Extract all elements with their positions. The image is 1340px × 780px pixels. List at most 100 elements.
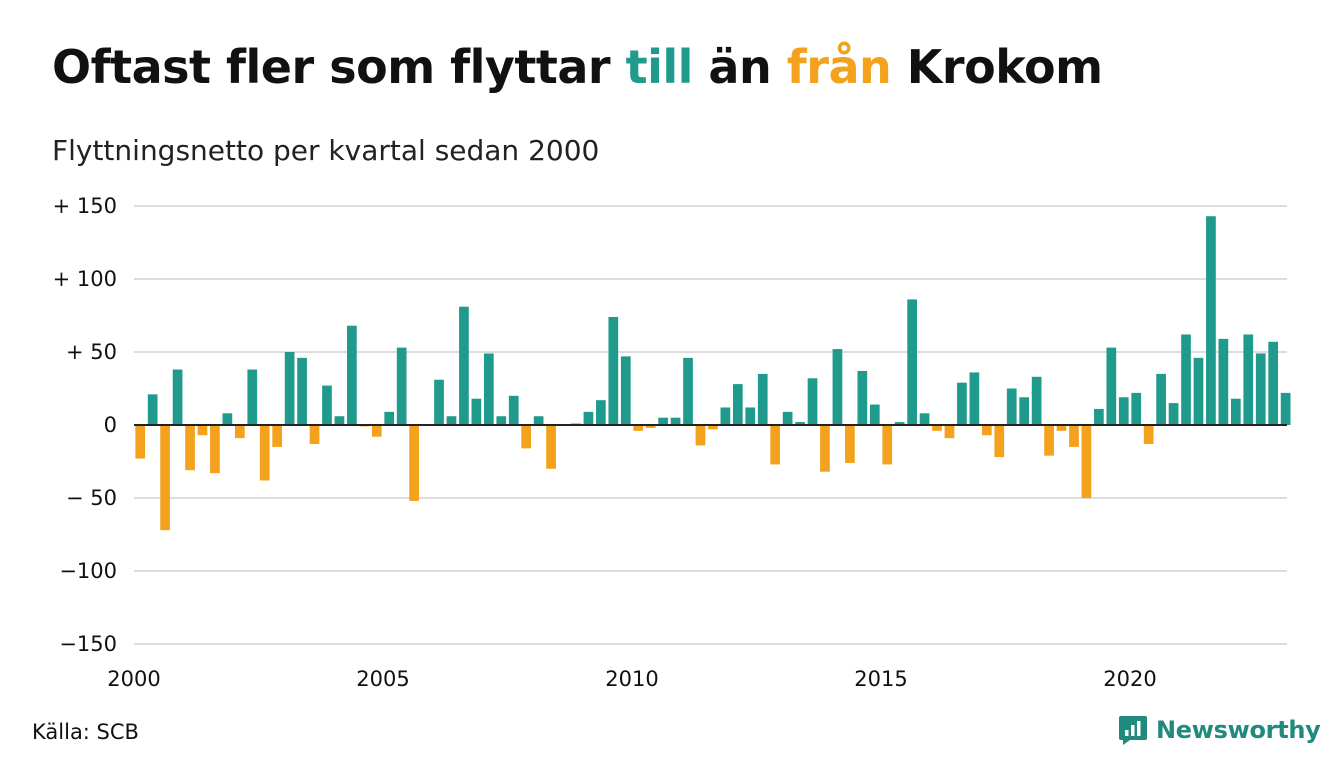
x-tick-label: 2015: [854, 667, 907, 691]
chart-title: Oftast fler som flyttar till än från Kro…: [52, 40, 1103, 94]
bar: [720, 407, 731, 425]
bar: [322, 385, 332, 425]
bar: [832, 349, 843, 425]
bar: [732, 384, 743, 425]
bar: [596, 400, 606, 425]
bar: [907, 299, 917, 425]
bar: [496, 416, 507, 425]
x-tick-label: 2005: [356, 667, 409, 691]
bar: [1230, 398, 1241, 425]
bar: [1218, 338, 1229, 425]
bar: [919, 413, 930, 425]
bar: [658, 417, 668, 425]
x-tick-label: 2010: [605, 667, 658, 691]
title-part-3: Krokom: [891, 40, 1103, 94]
bar: [708, 425, 718, 430]
bar: [894, 422, 905, 425]
bar: [272, 425, 283, 447]
bar: [807, 378, 818, 425]
bar: [409, 425, 419, 501]
x-tick-label: 2000: [107, 667, 160, 691]
bar: [1243, 334, 1254, 425]
bar: [1056, 425, 1067, 431]
bar: [172, 369, 183, 425]
bar: [1118, 397, 1129, 425]
y-tick-label: + 150: [53, 194, 117, 218]
bar: [1280, 392, 1291, 425]
bar: [284, 352, 295, 425]
bar: [1156, 373, 1166, 425]
bar: [334, 416, 345, 425]
bar: [1094, 408, 1104, 425]
bar: [645, 425, 656, 428]
bar: [1255, 353, 1266, 425]
y-tick-label: −150: [59, 632, 117, 656]
bar: [135, 425, 146, 459]
bar: [384, 411, 395, 425]
title-part-1: Oftast fler som flyttar: [52, 40, 626, 94]
bar: [608, 316, 619, 425]
bar: [757, 373, 768, 425]
x-tick-label: 2020: [1103, 667, 1156, 691]
bar-chart: + 150 + 100 + 50 0 − 50 −100 −150 2000 2005 2010 2…: [53, 194, 1291, 691]
bar: [633, 425, 644, 431]
bar: [1081, 425, 1092, 498]
newsworthy-logo-icon: [1119, 716, 1147, 745]
y-tick-label: − 50: [66, 486, 117, 510]
bar: [869, 404, 880, 425]
bar: [347, 325, 357, 425]
bar: [969, 372, 980, 425]
bar: [1069, 425, 1079, 447]
bar: [1019, 397, 1030, 425]
bar: [210, 425, 220, 474]
bar: [185, 425, 195, 471]
bar: [1168, 403, 1179, 425]
bars: [135, 216, 1291, 531]
y-tick-label: + 100: [53, 267, 117, 291]
bar: [471, 398, 482, 425]
axes: + 150 + 100 + 50 0 − 50 −100 −150 2000 2005 2010 2…: [53, 194, 1287, 691]
newsworthy-brand: Newsworthy: [1118, 714, 1321, 746]
bar: [160, 425, 170, 531]
bar: [944, 425, 955, 439]
bar: [583, 411, 594, 425]
bar: [396, 347, 407, 425]
bar: [932, 425, 942, 431]
bar: [994, 425, 1005, 458]
bar: [683, 357, 693, 425]
bar: [147, 394, 158, 425]
bar: [1006, 388, 1017, 425]
bar: [1143, 425, 1154, 444]
bar: [1031, 376, 1042, 425]
bar: [1106, 347, 1117, 425]
y-tick-label: −100: [59, 559, 117, 583]
title-word-till: till: [625, 40, 694, 94]
bar: [371, 425, 382, 437]
bar: [957, 382, 967, 425]
bar: [670, 417, 681, 425]
bar: [695, 425, 706, 446]
bar: [483, 353, 494, 425]
bar: [1193, 357, 1204, 425]
bar: [845, 425, 855, 463]
title-part-2: än: [692, 40, 787, 94]
title-word-fran: från: [786, 40, 892, 94]
source-note: Källa: SCB: [32, 720, 139, 744]
bar: [820, 425, 830, 472]
bar: [1268, 341, 1279, 425]
chart-subtitle: Flyttningsnetto per kvartal sedan 2000: [52, 134, 600, 167]
bar: [981, 425, 992, 436]
bar: [234, 425, 245, 439]
bar: [770, 425, 781, 465]
gridlines: [134, 205, 1287, 645]
bar: [546, 425, 556, 469]
bar: [1044, 425, 1054, 456]
bar: [446, 416, 457, 425]
bar: [533, 416, 544, 425]
bar: [795, 422, 805, 425]
y-tick-label: 0: [104, 413, 117, 437]
bar: [434, 379, 444, 425]
bar: [197, 425, 208, 436]
bar: [1131, 392, 1142, 425]
bar: [782, 411, 793, 425]
